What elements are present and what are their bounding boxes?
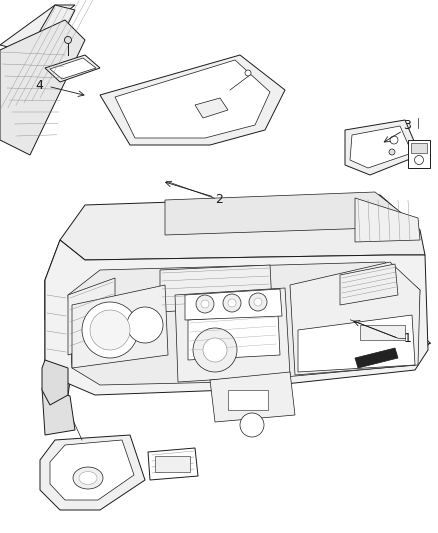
Ellipse shape bbox=[73, 467, 103, 489]
Polygon shape bbox=[100, 55, 285, 145]
Circle shape bbox=[203, 338, 227, 362]
Circle shape bbox=[127, 307, 163, 343]
Circle shape bbox=[228, 299, 236, 307]
Polygon shape bbox=[50, 58, 96, 79]
Polygon shape bbox=[0, 5, 75, 110]
Circle shape bbox=[240, 413, 264, 437]
Polygon shape bbox=[68, 262, 420, 385]
Polygon shape bbox=[42, 388, 75, 435]
Polygon shape bbox=[185, 289, 282, 320]
Bar bbox=[155, 456, 190, 472]
Bar bbox=[228, 390, 268, 410]
Polygon shape bbox=[42, 360, 68, 405]
Polygon shape bbox=[210, 372, 295, 422]
Polygon shape bbox=[345, 120, 420, 175]
Polygon shape bbox=[45, 280, 72, 395]
Circle shape bbox=[64, 36, 71, 44]
Polygon shape bbox=[40, 435, 145, 510]
Polygon shape bbox=[68, 278, 115, 355]
Polygon shape bbox=[355, 348, 398, 368]
Bar bbox=[360, 325, 405, 340]
Circle shape bbox=[254, 298, 262, 306]
Circle shape bbox=[90, 310, 130, 350]
Circle shape bbox=[193, 328, 237, 372]
Polygon shape bbox=[160, 265, 272, 312]
Circle shape bbox=[245, 70, 251, 76]
Circle shape bbox=[249, 293, 267, 311]
Text: 4: 4 bbox=[35, 79, 43, 92]
Polygon shape bbox=[0, 20, 85, 155]
Polygon shape bbox=[165, 192, 418, 235]
Circle shape bbox=[196, 295, 214, 313]
Polygon shape bbox=[298, 315, 415, 372]
Polygon shape bbox=[195, 98, 228, 118]
Circle shape bbox=[414, 156, 424, 165]
Polygon shape bbox=[355, 198, 420, 242]
Polygon shape bbox=[50, 440, 134, 500]
Polygon shape bbox=[72, 285, 168, 368]
Circle shape bbox=[389, 149, 395, 155]
Text: 3: 3 bbox=[403, 119, 411, 132]
Text: 1: 1 bbox=[403, 332, 411, 345]
Bar bbox=[411, 143, 427, 153]
Polygon shape bbox=[45, 240, 85, 330]
Polygon shape bbox=[175, 288, 290, 382]
Polygon shape bbox=[340, 264, 398, 305]
Polygon shape bbox=[148, 448, 198, 480]
Circle shape bbox=[223, 294, 241, 312]
Circle shape bbox=[390, 136, 398, 144]
Polygon shape bbox=[290, 262, 420, 375]
Ellipse shape bbox=[79, 472, 97, 484]
Polygon shape bbox=[115, 60, 270, 138]
Circle shape bbox=[201, 300, 209, 308]
Polygon shape bbox=[45, 240, 428, 395]
Bar bbox=[408, 140, 430, 168]
Polygon shape bbox=[45, 55, 100, 82]
Circle shape bbox=[82, 302, 138, 358]
Text: 2: 2 bbox=[215, 193, 223, 206]
Polygon shape bbox=[350, 126, 412, 168]
Polygon shape bbox=[188, 314, 280, 360]
Polygon shape bbox=[60, 195, 425, 260]
Polygon shape bbox=[0, 5, 75, 50]
